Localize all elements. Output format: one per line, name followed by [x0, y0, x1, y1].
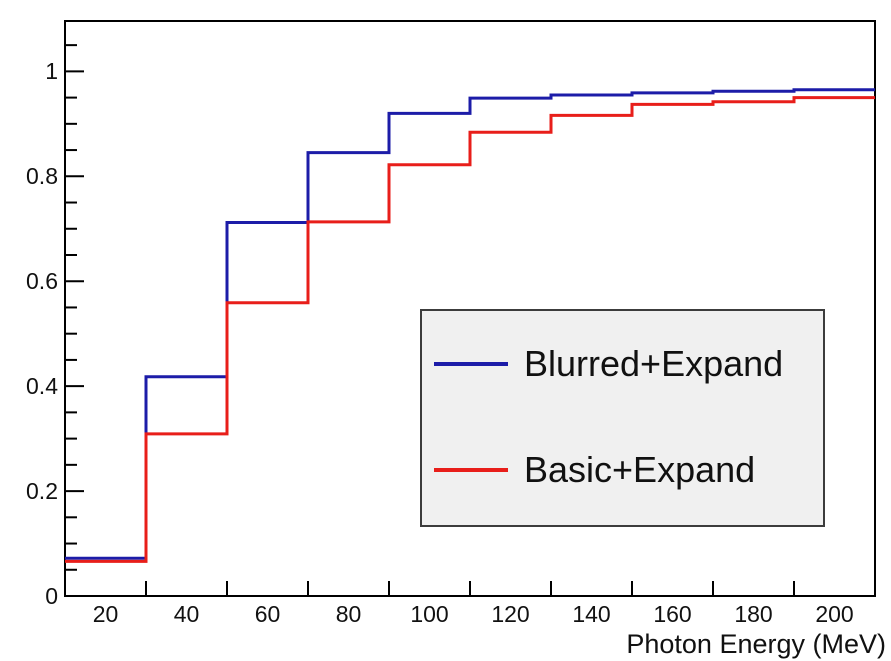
x-axis-title: Photon Energy (MeV) [626, 629, 886, 659]
y-tick-label: 0.8 [26, 163, 58, 190]
plot-frame [64, 20, 876, 597]
legend-item-blurred-expand: Blurred+Expand [422, 342, 823, 386]
x-tick-label: 180 [734, 601, 773, 627]
y-tick-label: 0.4 [26, 373, 58, 400]
legend-line-sample-red [434, 468, 508, 472]
y-tick-label: 0.6 [26, 268, 58, 295]
x-tick-label: 120 [491, 601, 530, 627]
y-tick-label: 0 [45, 583, 58, 609]
series-curve-1 [65, 96, 875, 563]
legend: Blurred+Expand Basic+Expand [420, 309, 825, 527]
legend-item-basic-expand: Basic+Expand [422, 448, 823, 492]
x-tick-label: 80 [335, 601, 362, 627]
legend-label: Blurred+Expand [524, 343, 784, 384]
legend-label: Basic+Expand [524, 449, 756, 490]
x-tick-label: 20 [92, 601, 119, 627]
x-tick-label: 60 [254, 601, 281, 627]
y-tick-label: 0.2 [26, 478, 58, 505]
x-tick-label: 100 [410, 601, 449, 627]
x-tick-label: 200 [815, 601, 854, 627]
x-tick-label: 40 [173, 601, 200, 627]
y-tick-label: 1 [45, 58, 58, 85]
x-tick-label: 140 [572, 601, 611, 627]
x-tick-label: 160 [653, 601, 692, 627]
legend-line-sample-blue [434, 362, 508, 366]
